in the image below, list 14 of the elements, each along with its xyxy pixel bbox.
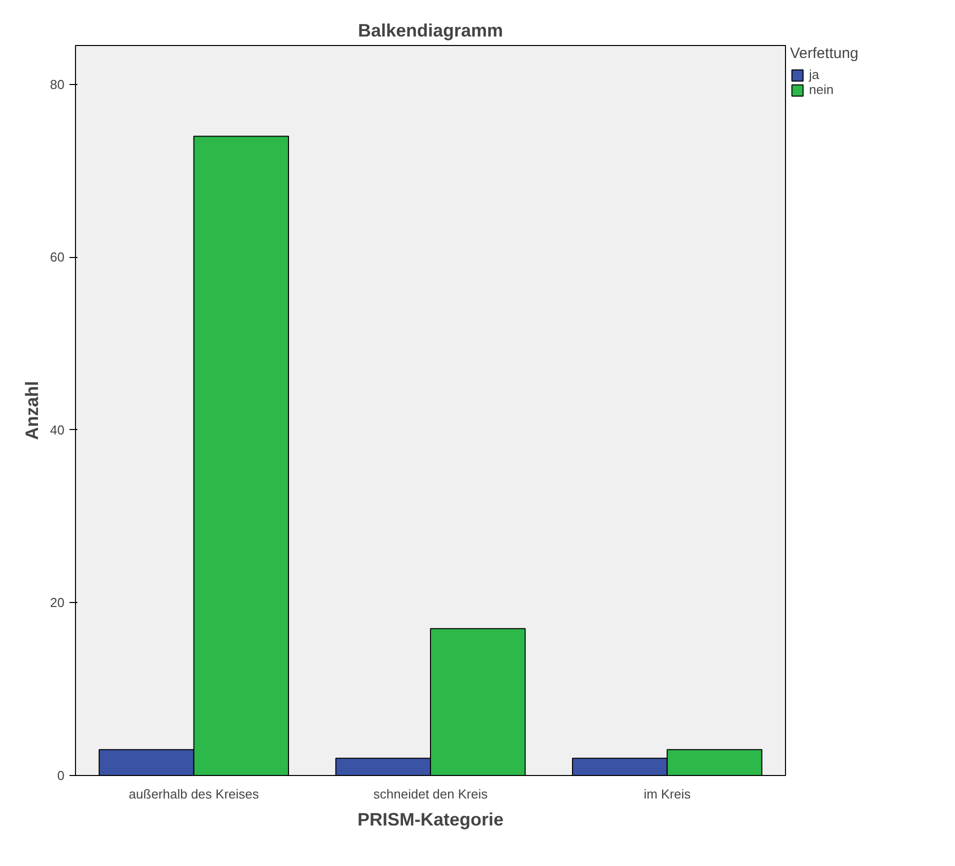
y-tick-label: 40 [50, 422, 65, 438]
legend-label: ja [809, 67, 820, 82]
legend-title: Verfettung [790, 45, 858, 62]
y-tick-label: 60 [50, 250, 65, 265]
x-tick-label: im Kreis [644, 786, 692, 802]
chart-title: Balkendiagramm [358, 20, 504, 40]
y-tick-label: 0 [57, 768, 65, 783]
x-tick-label: schneidet den Kreis [373, 786, 488, 802]
x-tick-label: außerhalb des Kreises [128, 786, 260, 802]
y-tick-label: 80 [50, 76, 65, 92]
legend-label: nein [809, 82, 834, 97]
y-tick-label: 20 [50, 595, 65, 610]
y-axis-title: Anzahl [22, 380, 42, 440]
x-axis-title: PRISM-Kategorie [357, 810, 504, 830]
